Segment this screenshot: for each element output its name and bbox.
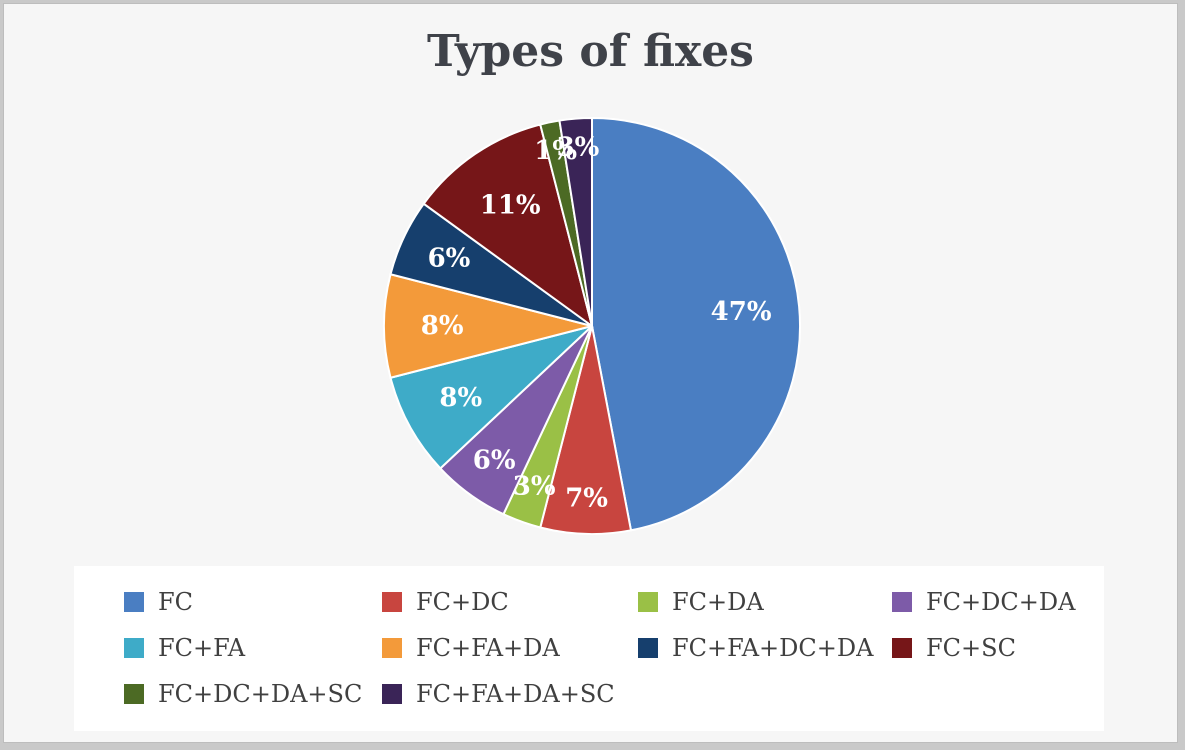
chart-title: Types of fixes (427, 26, 754, 77)
pie-slice-fc (591, 116, 801, 532)
data-label-fc-plus-dc: 7% (565, 484, 608, 514)
data-label-fc-plus-da: 3% (513, 472, 556, 502)
legend-item-fc-plus-dc-plus-da: FC+DC+DA (892, 582, 1075, 622)
legend-item-fc-plus-fa: FC+FA (124, 628, 245, 668)
legend-label: FC+DC+DA+SC (158, 680, 363, 708)
legend-label: FC+SC (926, 634, 1016, 662)
data-label-fc-plus-fa-plus-da-plus-sc: 3% (557, 133, 600, 163)
legend-swatch (892, 592, 912, 612)
legend-item-fc-plus-fa-plus-dc-plus-da: FC+FA+DC+DA (638, 628, 873, 668)
legend-swatch (892, 638, 912, 658)
legend-swatch (638, 638, 658, 658)
data-label-fc-plus-dc-plus-da-plus-sc: 1% (534, 136, 577, 166)
legend-swatch (382, 638, 402, 658)
legend-item-fc-plus-dc-plus-da-plus-sc: FC+DC+DA+SC (124, 674, 362, 714)
legend-label: FC (158, 588, 194, 616)
legend-label: FC+FA (158, 634, 246, 662)
legend-item-fc-plus-sc: FC+SC (892, 628, 1016, 668)
data-label-fc: 47% (711, 297, 772, 327)
data-label-fc-plus-fa-plus-da: 8% (421, 311, 464, 341)
legend-label: FC+FA+DA+SC (416, 680, 615, 708)
pie-slice-fc-plus-fa-plus-da-plus-sc (558, 116, 593, 327)
legend-swatch (124, 592, 144, 612)
legend-item-fc-plus-fa-plus-da-plus-sc: FC+FA+DA+SC (382, 674, 615, 714)
legend-swatch (638, 592, 658, 612)
legend-swatch (382, 592, 402, 612)
data-label-fc-plus-fa: 8% (439, 383, 482, 413)
legend-label: FC+DC (416, 588, 509, 616)
pie-slice-fc-plus-fa (389, 325, 593, 470)
legend-label: FC+FA+DA (416, 634, 560, 662)
data-label-fc-plus-dc-plus-da: 6% (473, 446, 516, 476)
legend-swatch (124, 684, 144, 704)
data-label-fc-plus-fa-plus-dc-plus-da: 6% (428, 244, 471, 274)
data-label-fc-plus-sc: 11% (480, 191, 541, 221)
pie-slice-fc-plus-fa-plus-da (383, 273, 593, 379)
legend-item-fc: FC (124, 582, 193, 622)
pie-slice-fc-plus-sc (422, 123, 594, 329)
legend-swatch (124, 638, 144, 658)
legend-item-fc-plus-da: FC+DA (638, 582, 764, 622)
legend-swatch (382, 684, 402, 704)
legend-label: FC+DC+DA (926, 588, 1076, 616)
legend-label: FC+DA (672, 588, 764, 616)
chart-legend: FC FC+DC FC+DA FC+DC+DA FC+FA FC+FA+DA FC+FA+D… (74, 566, 1104, 731)
legend-item-fc-plus-dc: FC+DC (382, 582, 509, 622)
legend-item-fc-plus-fa-plus-da: FC+FA+DA (382, 628, 560, 668)
legend-label: FC+FA+DC+DA (672, 634, 874, 662)
